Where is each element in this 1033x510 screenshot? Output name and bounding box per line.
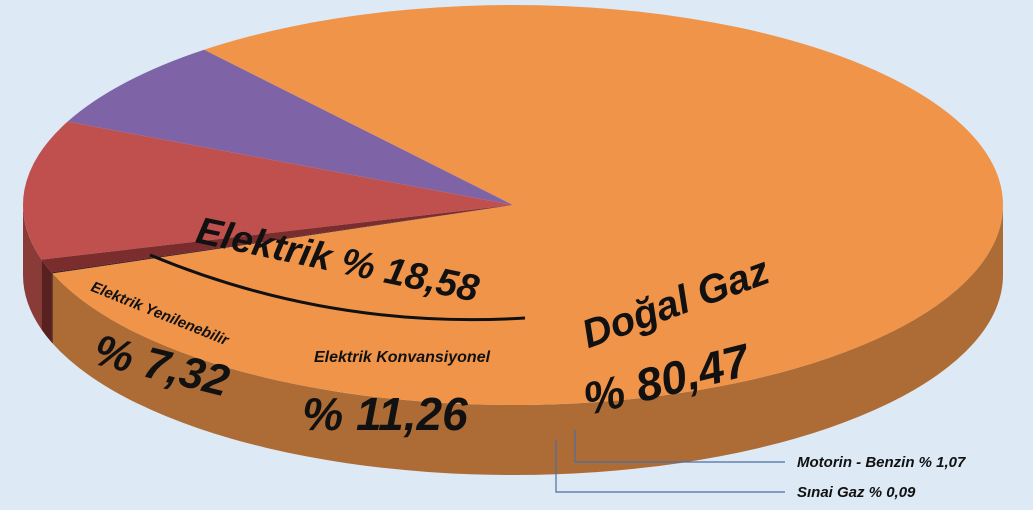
- leader-line: [555, 440, 785, 493]
- slice-side: [41, 259, 52, 343]
- leader-label-part: % 0,09: [869, 484, 916, 501]
- slice: [52, 5, 1003, 406]
- value-label: % 11,26: [302, 388, 468, 440]
- slice-side: [52, 205, 1004, 475]
- slice: [41, 205, 513, 273]
- leader-label-part: % 1,07: [919, 454, 966, 471]
- slice: [51, 205, 513, 274]
- slice: [67, 49, 513, 205]
- slice: [22, 121, 514, 260]
- slice-side: [23, 205, 42, 330]
- group-arc: [149, 253, 526, 322]
- leader-label-part: Sınai Gaz: [797, 484, 865, 501]
- category-label-part: Elektrik Konvansiyonel: [314, 349, 491, 366]
- leader-label: Sınai Gaz % 0,09: [797, 484, 916, 501]
- leader-line: [574, 430, 785, 463]
- value-label-part: % 11,26: [302, 388, 468, 440]
- slice-side: [51, 272, 53, 344]
- leader-label-part: Motorin - Benzin: [797, 454, 914, 471]
- leader-label: Motorin - Benzin % 1,07: [797, 454, 966, 471]
- category-label: Elektrik Konvansiyonel: [314, 349, 491, 366]
